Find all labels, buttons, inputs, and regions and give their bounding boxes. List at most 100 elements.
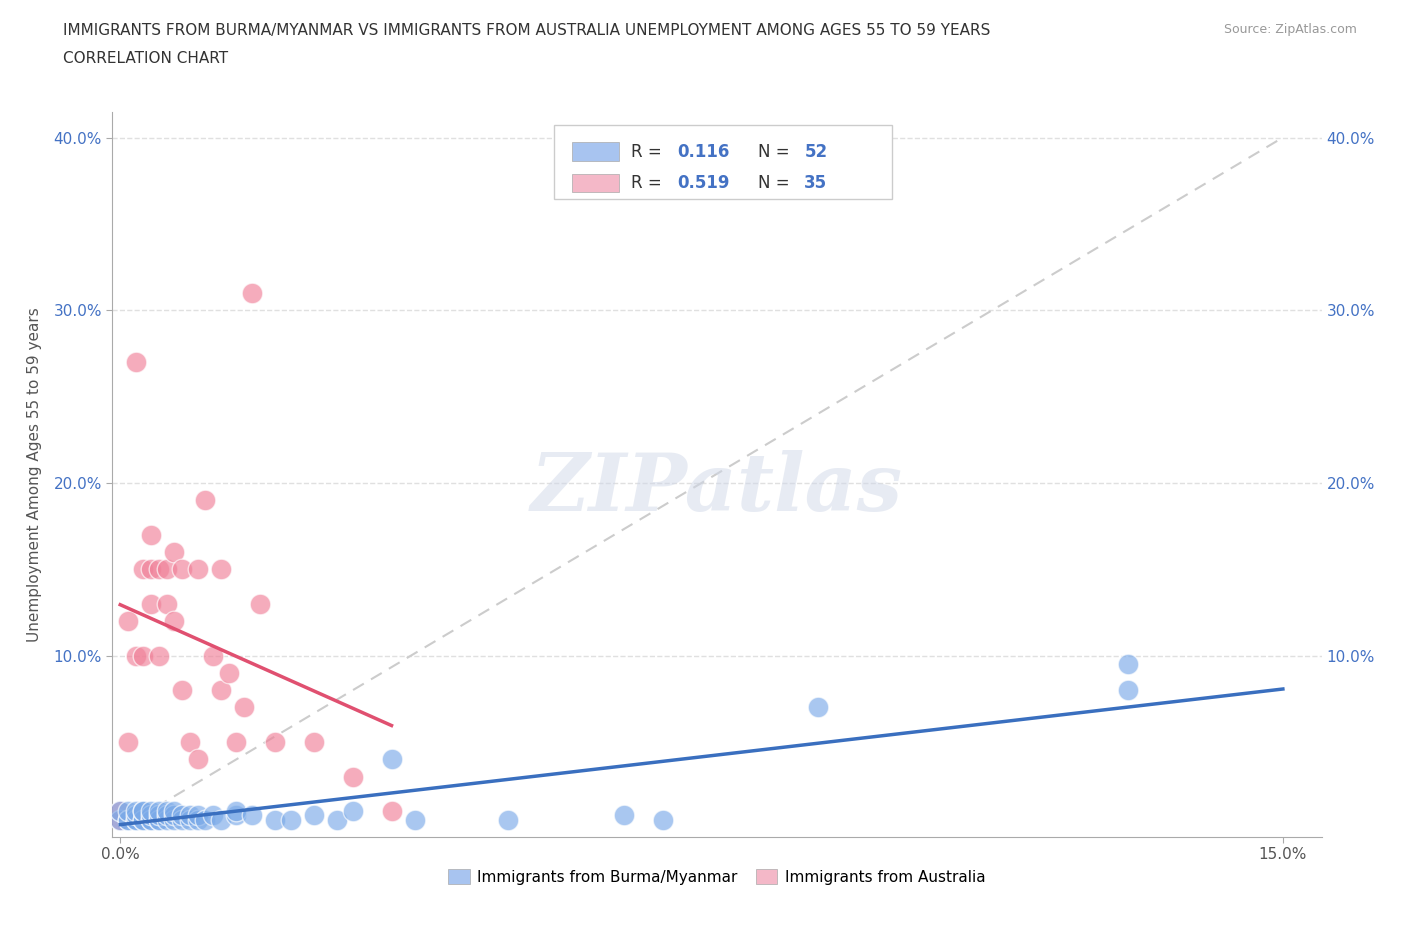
Point	[163, 812, 186, 827]
Point	[209, 562, 232, 577]
Point	[148, 807, 170, 822]
Point	[156, 804, 179, 818]
Point	[172, 812, 194, 827]
Text: CORRELATION CHART: CORRELATION CHART	[63, 51, 228, 66]
Point	[264, 735, 287, 750]
Point	[302, 807, 325, 822]
Point	[141, 527, 163, 542]
Text: 52: 52	[804, 142, 828, 161]
Point	[125, 648, 148, 663]
Text: 0.519: 0.519	[678, 174, 730, 192]
Point	[209, 683, 232, 698]
Point	[225, 804, 247, 818]
Point	[807, 700, 830, 715]
Point	[187, 812, 209, 827]
Point	[496, 812, 519, 827]
Point	[194, 493, 217, 508]
FancyBboxPatch shape	[572, 174, 620, 193]
Point	[117, 812, 139, 827]
Point	[342, 804, 364, 818]
Point	[1116, 683, 1139, 698]
Point	[342, 769, 364, 784]
Point	[179, 735, 201, 750]
Point	[148, 812, 170, 827]
Point	[179, 807, 201, 822]
Point	[280, 812, 302, 827]
Point	[249, 596, 271, 611]
Point	[172, 807, 194, 822]
Text: R =: R =	[631, 142, 668, 161]
Point	[132, 812, 155, 827]
Point	[172, 683, 194, 698]
Point	[117, 735, 139, 750]
Point	[202, 807, 225, 822]
Point	[141, 562, 163, 577]
Point	[132, 804, 155, 818]
FancyBboxPatch shape	[554, 125, 893, 199]
Point	[117, 614, 139, 629]
Point	[110, 804, 132, 818]
Point	[218, 666, 240, 681]
Point	[125, 804, 148, 818]
Point	[110, 812, 132, 827]
FancyBboxPatch shape	[572, 142, 620, 161]
Point	[141, 804, 163, 818]
Text: Source: ZipAtlas.com: Source: ZipAtlas.com	[1223, 23, 1357, 36]
Point	[156, 596, 179, 611]
Point	[187, 807, 209, 822]
Point	[110, 812, 132, 827]
Legend: Immigrants from Burma/Myanmar, Immigrants from Australia: Immigrants from Burma/Myanmar, Immigrant…	[443, 863, 991, 891]
Text: IMMIGRANTS FROM BURMA/MYANMAR VS IMMIGRANTS FROM AUSTRALIA UNEMPLOYMENT AMONG AG: IMMIGRANTS FROM BURMA/MYANMAR VS IMMIGRA…	[63, 23, 991, 38]
Point	[156, 562, 179, 577]
Point	[326, 812, 349, 827]
Point	[172, 562, 194, 577]
Point	[117, 804, 139, 818]
Point	[163, 545, 186, 560]
Point	[110, 804, 132, 818]
Point	[117, 812, 139, 827]
Text: ZIPatlas: ZIPatlas	[531, 450, 903, 527]
Point	[125, 812, 148, 827]
Point	[163, 614, 186, 629]
Point	[148, 804, 170, 818]
Point	[240, 286, 263, 300]
Point	[613, 807, 636, 822]
Text: R =: R =	[631, 174, 668, 192]
Point	[1116, 657, 1139, 671]
Point	[132, 562, 155, 577]
Point	[225, 807, 247, 822]
Point	[141, 596, 163, 611]
Point	[233, 700, 256, 715]
Point	[187, 562, 209, 577]
Point	[302, 735, 325, 750]
Point	[380, 804, 402, 818]
Point	[156, 812, 179, 827]
Point	[264, 812, 287, 827]
Point	[187, 751, 209, 766]
Point	[404, 812, 426, 827]
Point	[380, 751, 402, 766]
Point	[125, 812, 148, 827]
Point	[148, 812, 170, 827]
Point	[163, 804, 186, 818]
Point	[148, 562, 170, 577]
Point	[240, 807, 263, 822]
Point	[209, 812, 232, 827]
Text: N =: N =	[758, 174, 796, 192]
Text: 0.116: 0.116	[678, 142, 730, 161]
Point	[194, 812, 217, 827]
Point	[141, 807, 163, 822]
Point	[651, 812, 673, 827]
Point	[156, 807, 179, 822]
Point	[163, 807, 186, 822]
Point	[148, 648, 170, 663]
Point	[141, 812, 163, 827]
Point	[225, 735, 247, 750]
Point	[132, 804, 155, 818]
Point	[125, 354, 148, 369]
Point	[125, 807, 148, 822]
Y-axis label: Unemployment Among Ages 55 to 59 years: Unemployment Among Ages 55 to 59 years	[28, 307, 42, 642]
Text: 35: 35	[804, 174, 828, 192]
Text: N =: N =	[758, 142, 796, 161]
Point	[202, 648, 225, 663]
